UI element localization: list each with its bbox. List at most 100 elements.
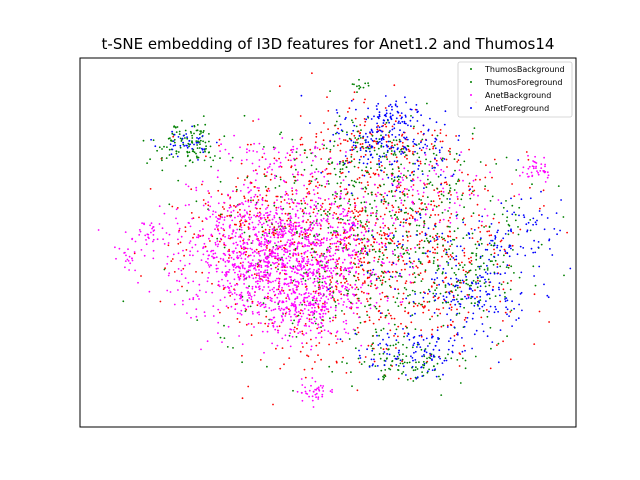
point-thumosbackground (279, 176, 282, 179)
point-thumosbackground (311, 367, 314, 370)
point-thumosforeground (402, 221, 405, 224)
point-anetbackground (290, 319, 292, 322)
point-thumosbackground (458, 365, 461, 367)
point-anetforeground (486, 335, 489, 338)
point-thumosforeground (405, 346, 408, 349)
point-thumosbackground (502, 340, 504, 343)
point-anetbackground (291, 199, 293, 201)
point-anetbackground (432, 208, 434, 211)
point-thumosbackground (306, 187, 308, 190)
point-anetbackground (308, 325, 311, 328)
point-anetbackground (347, 332, 350, 335)
point-anetbackground (215, 224, 218, 227)
point-thumosforeground (423, 252, 425, 255)
point-thumosforeground (489, 297, 491, 300)
point-anetbackground (287, 239, 290, 241)
point-anetforeground (413, 336, 416, 338)
point-anetbackground (287, 285, 290, 287)
point-anetbackground (256, 272, 258, 275)
point-anetbackground (219, 237, 222, 240)
point-anetbackground (196, 250, 199, 253)
point-anetbackground (232, 266, 235, 268)
point-thumosbackground (336, 267, 339, 269)
point-anetbackground (276, 261, 278, 264)
point-thumosforeground (455, 273, 457, 276)
point-thumosforeground (295, 336, 298, 338)
point-thumosbackground (350, 132, 353, 135)
point-anetforeground (352, 224, 354, 227)
point-thumosforeground (338, 115, 341, 117)
point-thumosbackground (496, 344, 498, 346)
point-thumosforeground (452, 284, 455, 287)
point-anetbackground (316, 387, 319, 390)
point-thumosforeground (435, 205, 438, 208)
point-anetbackground (288, 298, 291, 301)
point-anetbackground (315, 222, 318, 225)
point-anetbackground (226, 259, 229, 262)
point-anetbackground (232, 209, 235, 212)
point-thumosforeground (436, 362, 439, 365)
point-anetbackground (278, 307, 280, 310)
point-thumosforeground (187, 142, 190, 145)
point-thumosforeground (421, 170, 424, 173)
point-anetbackground (283, 308, 286, 311)
point-thumosbackground (500, 239, 503, 242)
point-anetbackground (351, 222, 353, 225)
point-thumosforeground (357, 233, 359, 236)
point-anetbackground (336, 226, 339, 229)
point-anetbackground (231, 293, 234, 295)
point-anetbackground (348, 288, 350, 291)
point-anetbackground (265, 265, 267, 267)
point-anetbackground (402, 225, 405, 228)
point-thumosforeground (401, 372, 403, 375)
point-thumosbackground (266, 216, 269, 219)
point-anetbackground (144, 234, 147, 237)
point-anetbackground (279, 233, 281, 236)
point-thumosforeground (335, 132, 337, 135)
point-thumosforeground (296, 232, 298, 234)
point-thumosforeground (449, 258, 452, 261)
point-anetforeground (358, 354, 361, 357)
point-anetforeground (431, 369, 434, 371)
point-anetbackground (271, 249, 274, 252)
point-anetbackground (365, 253, 367, 256)
point-anetforeground (381, 125, 383, 128)
point-thumosforeground (505, 200, 507, 202)
point-thumosforeground (295, 151, 298, 154)
point-thumosforeground (413, 272, 416, 274)
point-thumosforeground (507, 223, 510, 226)
point-thumosbackground (343, 139, 345, 141)
point-anetforeground (423, 362, 426, 365)
point-anetbackground (223, 296, 226, 299)
point-anetbackground (123, 252, 125, 254)
point-anetforeground (340, 129, 343, 132)
point-anetforeground (446, 326, 449, 328)
point-anetbackground (289, 328, 292, 331)
point-thumosbackground (378, 305, 381, 308)
point-anetbackground (377, 191, 379, 194)
point-thumosbackground (391, 232, 394, 234)
point-anetbackground (274, 174, 276, 177)
point-anetforeground (392, 234, 395, 237)
chart-title: t-SNE embedding of I3D features for Anet… (102, 35, 555, 53)
point-anetbackground (362, 196, 365, 198)
point-anetforeground (172, 144, 175, 147)
point-anetbackground (189, 225, 192, 228)
point-thumosforeground (472, 212, 475, 215)
point-anetforeground (473, 333, 476, 336)
point-anetforeground (422, 339, 425, 341)
point-anetforeground (448, 291, 450, 294)
point-anetbackground (281, 286, 283, 289)
point-anetforeground (458, 134, 460, 137)
point-anetforeground (398, 349, 400, 352)
point-anetbackground (326, 180, 329, 183)
point-thumosforeground (400, 163, 402, 166)
point-anetbackground (327, 298, 330, 301)
point-thumosforeground (402, 353, 404, 355)
point-anetforeground (346, 133, 348, 136)
point-anetforeground (407, 124, 409, 127)
point-anetforeground (494, 235, 496, 237)
point-anetbackground (273, 290, 275, 293)
point-thumosbackground (431, 165, 434, 167)
point-anetbackground (325, 295, 328, 298)
